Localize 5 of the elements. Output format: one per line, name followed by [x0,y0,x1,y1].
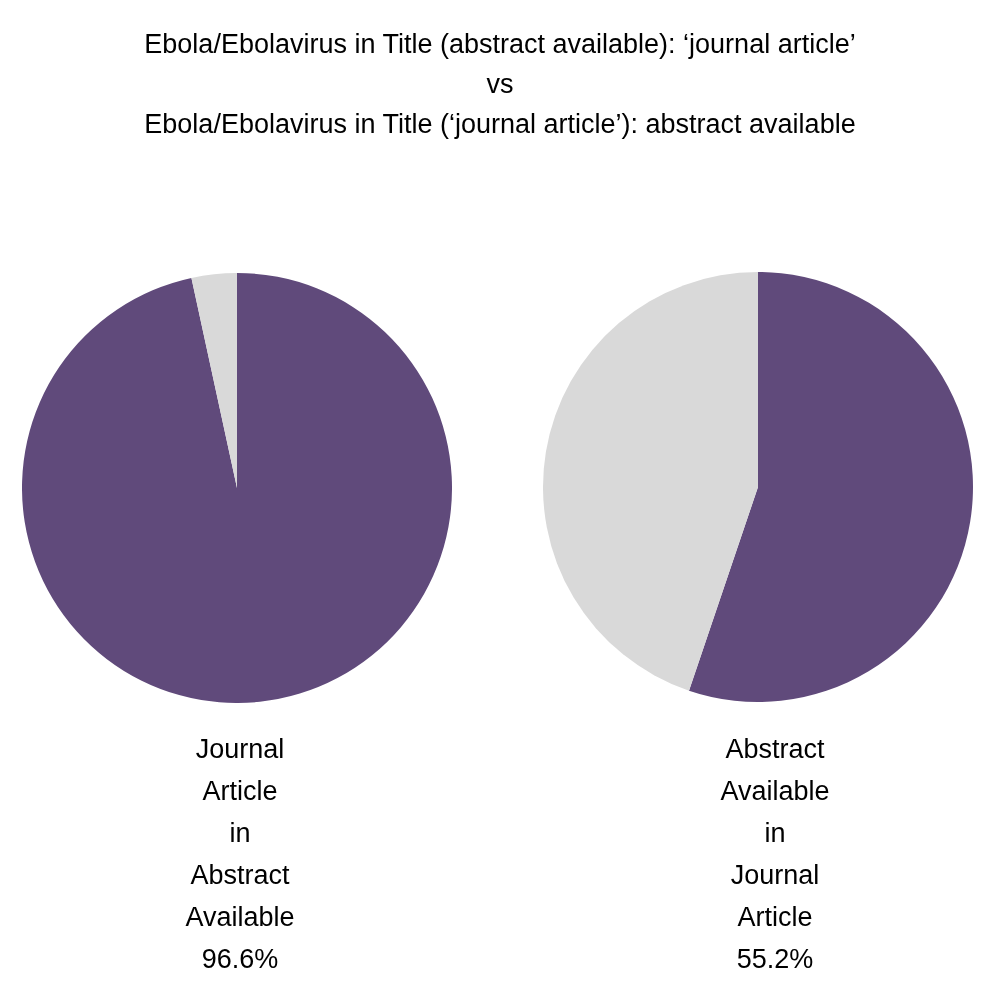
slice-label: Abstract Available in Journal Article [719,733,831,934]
data-label: 96.6% [200,943,280,976]
slice-label: Journal Article in Abstract Available [184,733,296,934]
data-label: 55.2% [735,943,815,976]
chart-title: Ebola/Ebolavirus in Title (abstract available): ‘journal article’ vs Ebola/Ebolavirus in Title (‘journal article’): abstract available [143,28,857,141]
